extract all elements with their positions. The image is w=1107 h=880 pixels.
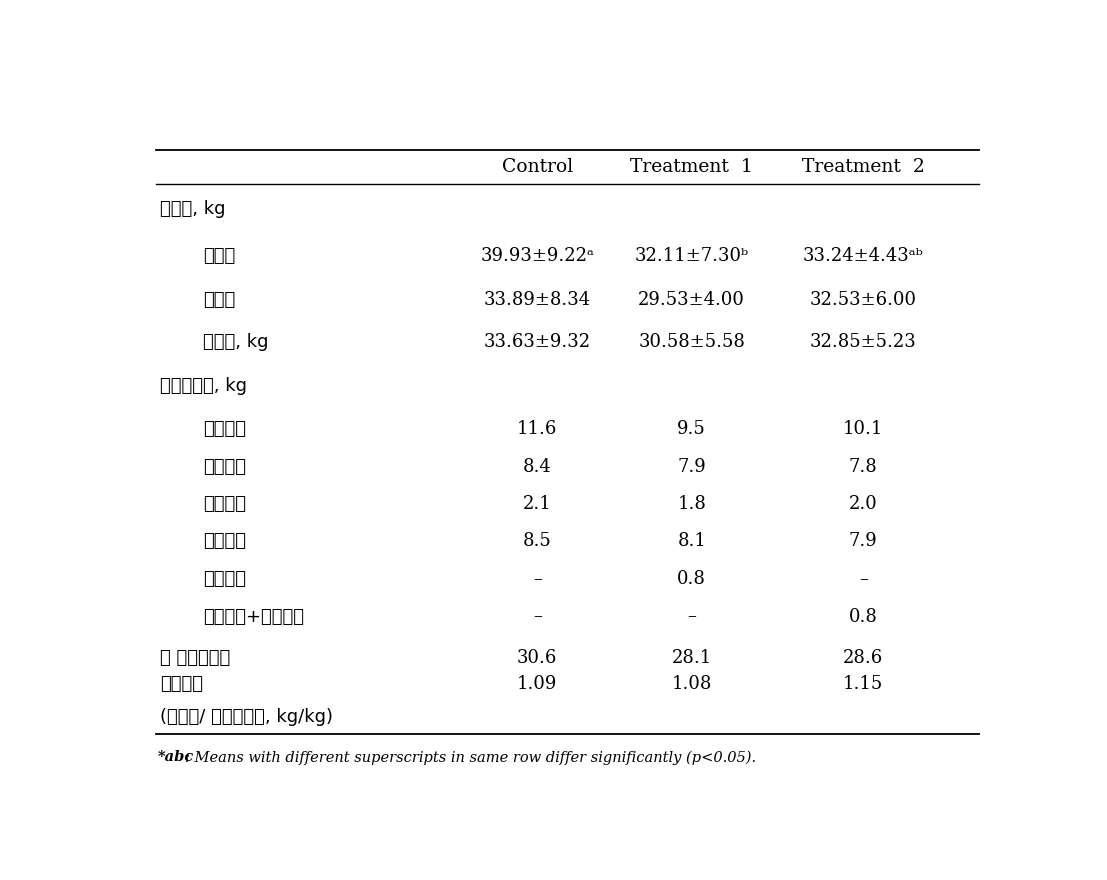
- Text: 7.9: 7.9: [849, 532, 878, 550]
- Text: 배합사료: 배합사료: [203, 421, 246, 438]
- Text: 32.85±5.23: 32.85±5.23: [810, 334, 917, 351]
- Text: –: –: [532, 569, 541, 588]
- Text: 건물함량: 건물함량: [203, 532, 246, 550]
- Text: 33.89±8.34: 33.89±8.34: [484, 291, 591, 309]
- Text: 28.1: 28.1: [672, 649, 712, 667]
- Text: –: –: [532, 607, 541, 626]
- Text: 7.8: 7.8: [849, 458, 878, 476]
- Text: 33.24±4.43ᵃᵇ: 33.24±4.43ᵃᵇ: [803, 247, 923, 265]
- Text: 8.4: 8.4: [523, 458, 551, 476]
- Text: 0.8: 0.8: [849, 607, 878, 626]
- Text: –: –: [859, 569, 868, 588]
- Text: 1.15: 1.15: [844, 675, 883, 693]
- Text: 2.1: 2.1: [523, 495, 551, 513]
- Text: 30.6: 30.6: [517, 649, 558, 667]
- Text: Treatment  1: Treatment 1: [630, 158, 753, 176]
- Text: 39.93±9.22ᵃ: 39.93±9.22ᵃ: [480, 247, 594, 265]
- Text: 33.63±9.32: 33.63±9.32: [484, 334, 591, 351]
- Text: 9.5: 9.5: [677, 421, 706, 438]
- Text: 탭드레싱: 탭드레싱: [203, 495, 246, 513]
- Text: 32.53±6.00: 32.53±6.00: [810, 291, 917, 309]
- Text: 1.09: 1.09: [517, 675, 558, 693]
- Text: 사료섭취량, kg: 사료섭취량, kg: [159, 378, 247, 395]
- Text: 2.0: 2.0: [849, 495, 878, 513]
- Text: 1.8: 1.8: [677, 495, 706, 513]
- Text: 28.6: 28.6: [844, 649, 883, 667]
- Text: 32.11±7.30ᵇ: 32.11±7.30ᵇ: [634, 247, 748, 265]
- Text: *abc: *abc: [157, 751, 194, 765]
- Text: 1.08: 1.08: [672, 675, 712, 693]
- Text: 산유량, kg: 산유량, kg: [159, 200, 226, 217]
- Text: 아마종실: 아마종실: [203, 569, 246, 588]
- Text: 7.9: 7.9: [677, 458, 706, 476]
- Text: 사료효율: 사료효율: [159, 675, 203, 693]
- Text: (산유량/ 사료섭취량, kg/kg): (산유량/ 사료섭취량, kg/kg): [159, 708, 333, 726]
- Text: Treatment  2: Treatment 2: [801, 158, 924, 176]
- Text: 8.1: 8.1: [677, 532, 706, 550]
- Text: Control: Control: [501, 158, 573, 176]
- Text: : Means with different superscripts in same row differ significantly (p<0.05).: : Means with different superscripts in s…: [185, 751, 756, 765]
- Text: 전기간, kg: 전기간, kg: [203, 334, 268, 351]
- Text: 치아종실+아마종실: 치아종실+아마종실: [203, 607, 303, 626]
- Text: 11.6: 11.6: [517, 421, 558, 438]
- Text: 29.53±4.00: 29.53±4.00: [639, 291, 745, 309]
- Text: 전반기: 전반기: [203, 247, 235, 265]
- Text: 후반기: 후반기: [203, 291, 235, 309]
- Text: 0.8: 0.8: [677, 569, 706, 588]
- Text: 30.58±5.58: 30.58±5.58: [639, 334, 745, 351]
- Text: 사료작물: 사료작물: [203, 458, 246, 476]
- Text: 씽 사료섭취량: 씽 사료섭취량: [159, 649, 230, 667]
- Text: 8.5: 8.5: [523, 532, 551, 550]
- Text: 10.1: 10.1: [844, 421, 883, 438]
- Text: –: –: [687, 607, 696, 626]
